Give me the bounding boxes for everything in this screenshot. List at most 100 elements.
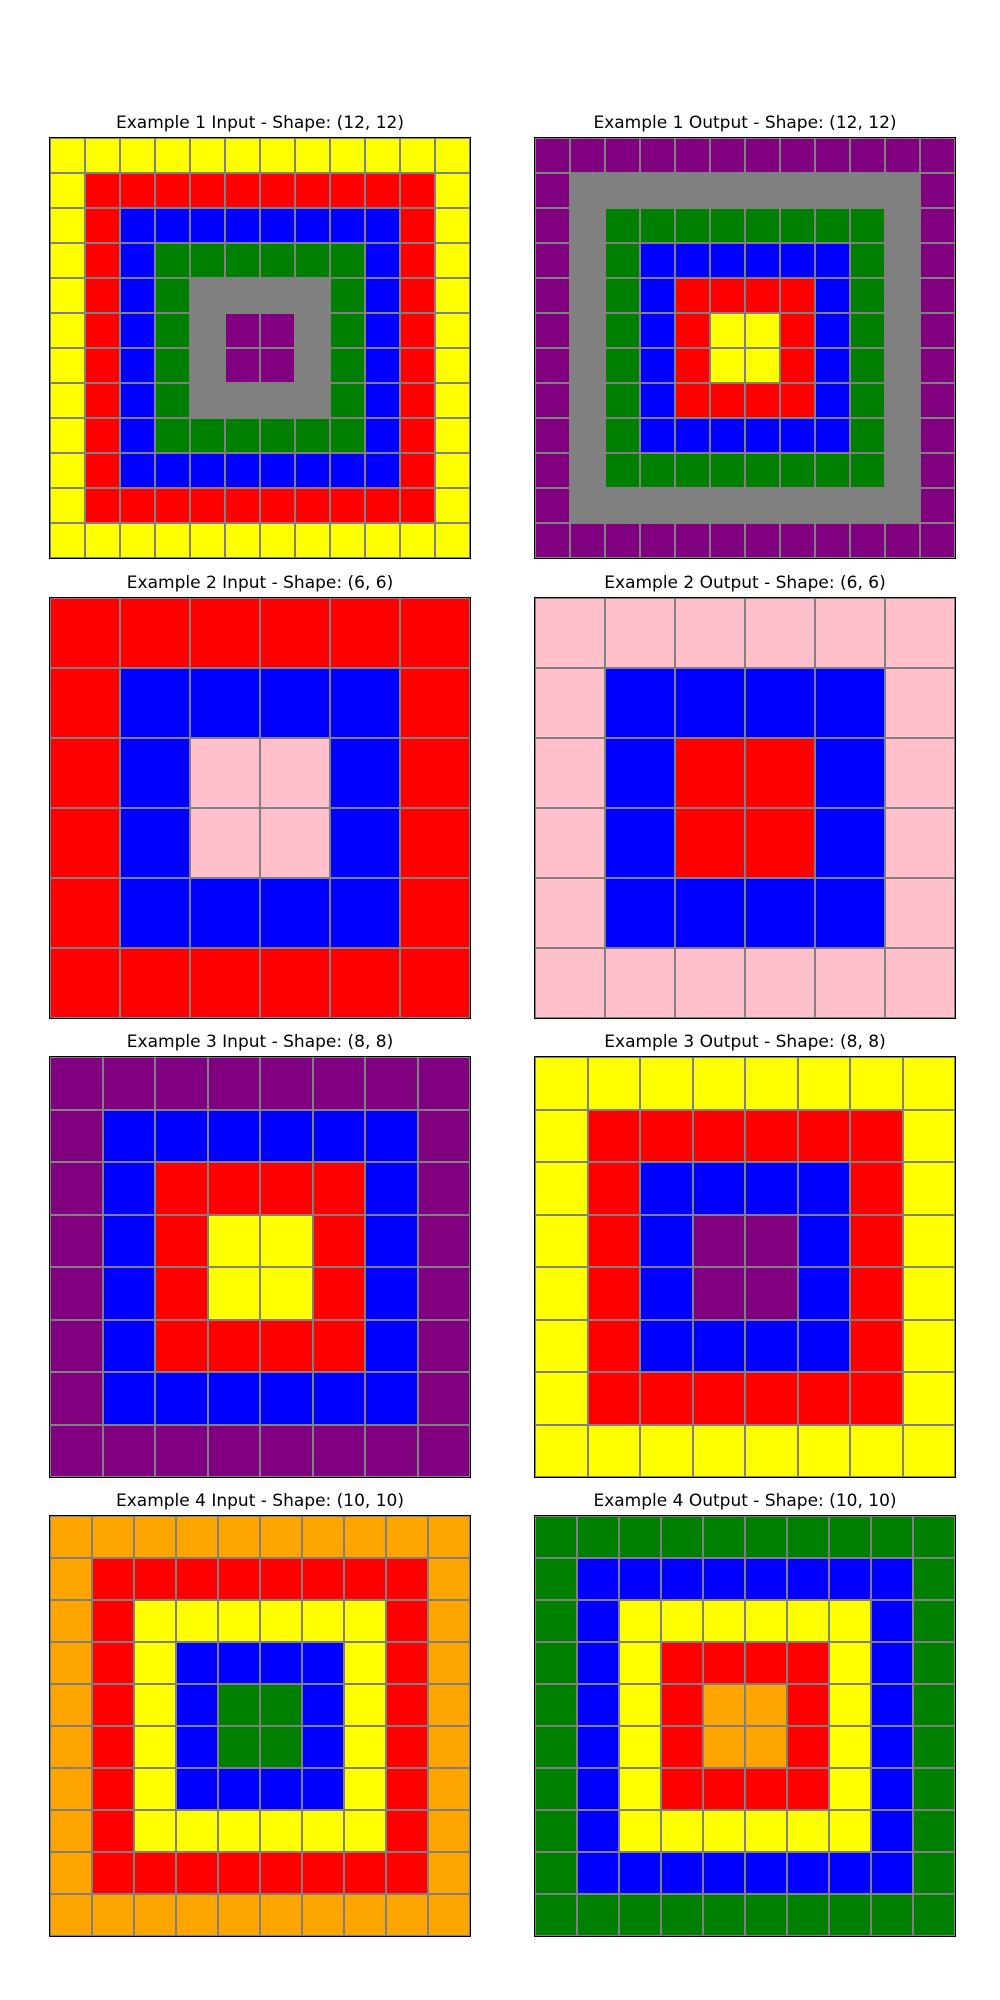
grid-cell [386, 1852, 428, 1894]
grid-cell [435, 523, 470, 558]
grid-cell [295, 488, 330, 523]
grid-cell [745, 1057, 798, 1110]
grid-cell [535, 1894, 577, 1936]
grid-cell [577, 1516, 619, 1558]
grid-cell [295, 243, 330, 278]
grid-cell [661, 1894, 703, 1936]
grid-cell [50, 1810, 92, 1852]
grid-cell [570, 488, 605, 523]
grid-cell [260, 1768, 302, 1810]
grid-cell [330, 243, 365, 278]
grid-cell [330, 313, 365, 348]
grid-cell [50, 1267, 103, 1320]
grid-cell [435, 488, 470, 523]
grid-cell [85, 383, 120, 418]
grid-cell [885, 348, 920, 383]
grid-cell [535, 948, 605, 1018]
grid-cell [605, 878, 675, 948]
grid-cell [330, 738, 400, 808]
grid-cell [745, 878, 815, 948]
grid-cell [710, 243, 745, 278]
grid-cell [675, 668, 745, 738]
example-1-input-panel: Example 1 Input - Shape: (12, 12) [49, 110, 471, 560]
grid-cell [787, 1726, 829, 1768]
grid-cell [50, 138, 85, 173]
grid-cell [85, 138, 120, 173]
grid-cell [85, 243, 120, 278]
grid-cell [155, 1267, 208, 1320]
grid-cell [913, 1558, 955, 1600]
grid-cell [102, 1372, 155, 1425]
grid-cell [797, 1162, 850, 1215]
example-3-input-grid [49, 1056, 471, 1478]
grid-cell [850, 523, 885, 558]
grid-cell [85, 313, 120, 348]
grid-cell [365, 1319, 418, 1372]
grid-cell [365, 488, 400, 523]
grid-cell [710, 383, 745, 418]
grid-cell [295, 208, 330, 243]
grid-cell [50, 208, 85, 243]
grid-cell [218, 1600, 260, 1642]
grid-cell [260, 878, 330, 948]
grid-cell [710, 138, 745, 173]
grid-cell [225, 348, 260, 383]
grid-cell [745, 1726, 787, 1768]
grid-cell [50, 313, 85, 348]
grid-cell [400, 243, 435, 278]
grid-cell [312, 1372, 365, 1425]
grid-cell [587, 1214, 640, 1267]
grid-cell [155, 488, 190, 523]
grid-cell [780, 138, 815, 173]
grid-cell [428, 1684, 470, 1726]
grid-cell [745, 1267, 798, 1320]
grid-cell [92, 1726, 134, 1768]
example-2-output-title: Example 2 Output - Shape: (6, 6) [604, 573, 886, 593]
grid-cell [815, 453, 850, 488]
grid-cell [885, 488, 920, 523]
example-2-input-title: Example 2 Input - Shape: (6, 6) [126, 573, 394, 593]
grid-cell [745, 488, 780, 523]
grid-cell [155, 243, 190, 278]
grid-cell [710, 488, 745, 523]
grid-cell [871, 1726, 913, 1768]
grid-cell [155, 453, 190, 488]
grid-cell [225, 278, 260, 313]
grid-cell [225, 383, 260, 418]
example-1-input-title: Example 1 Input - Shape: (12, 12) [115, 113, 405, 133]
grid-cell [218, 1810, 260, 1852]
grid-cell [155, 313, 190, 348]
grid-cell [155, 1372, 208, 1425]
grid-cell [780, 453, 815, 488]
grid-cell [386, 1516, 428, 1558]
grid-cell [920, 313, 955, 348]
grid-cell [302, 1600, 344, 1642]
grid-cell [400, 278, 435, 313]
grid-cell [155, 1057, 208, 1110]
grid-cell [176, 1600, 218, 1642]
grid-cell [577, 1894, 619, 1936]
grid-cell [640, 1372, 693, 1425]
grid-cell [155, 1214, 208, 1267]
grid-cell [871, 1642, 913, 1684]
grid-cell [134, 1894, 176, 1936]
grid-cell [190, 453, 225, 488]
grid-cell [829, 1894, 871, 1936]
grid-cell [302, 1768, 344, 1810]
grid-cell [435, 173, 470, 208]
grid-cell [365, 173, 400, 208]
grid-cell [780, 383, 815, 418]
grid-cell [50, 488, 85, 523]
grid-cell [155, 1424, 208, 1477]
grid-cell [386, 1642, 428, 1684]
grid-cell [703, 1642, 745, 1684]
grid-cell [50, 1109, 103, 1162]
grid-cell [619, 1768, 661, 1810]
grid-cell [428, 1516, 470, 1558]
grid-cell [640, 208, 675, 243]
grid-cell [829, 1558, 871, 1600]
grid-cell [675, 598, 745, 668]
grid-cell [260, 1810, 302, 1852]
grid-cell [535, 808, 605, 878]
grid-cell [913, 1684, 955, 1726]
